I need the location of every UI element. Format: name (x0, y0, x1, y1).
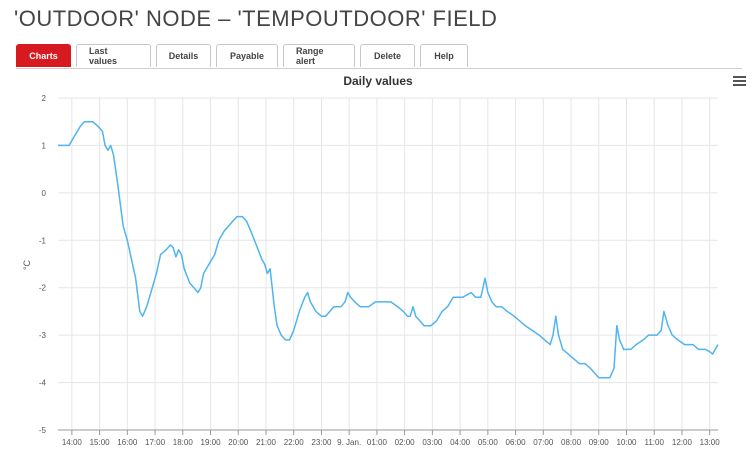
series-line (58, 120, 719, 379)
page-title: 'OUTDOOR' NODE – 'TEMPOUTDOOR' FIELD (14, 6, 498, 31)
hamburger-menu-icon[interactable] (733, 76, 746, 87)
x-tick-label: 17:00 (145, 438, 166, 447)
y-tick-label: -4 (39, 379, 47, 388)
tab-delete[interactable]: Delete (360, 44, 415, 67)
x-tick-label: 20:00 (228, 438, 249, 447)
tab-underline (16, 68, 742, 69)
x-tick-label: 13:00 (700, 438, 721, 447)
x-tick-label: 03:00 (422, 438, 443, 447)
x-tick-label: 06:00 (506, 438, 527, 447)
x-tick-label: 10:00 (616, 438, 637, 447)
x-tick-label: 12:00 (672, 438, 693, 447)
y-tick-label: -2 (39, 284, 47, 293)
x-tick-label: 04:00 (450, 438, 471, 447)
y-tick-label: -1 (39, 236, 47, 245)
x-tick-label: 14:00 (62, 438, 83, 447)
chart-axes: 2 1 0 -1 -2 -3 -4 -5 14:00 15:00 16:00 17:00 18:00 19… (39, 94, 720, 447)
tab-help[interactable]: Help (420, 44, 468, 67)
x-tick-label: 02:00 (395, 438, 416, 447)
tab-charts[interactable]: Charts (16, 44, 71, 67)
x-tick-label: 11:00 (644, 438, 664, 447)
x-tick-label: 05:00 (478, 438, 499, 447)
x-tick-label: 16:00 (117, 438, 138, 447)
x-tick-label: 07:00 (533, 438, 554, 447)
chart-grid (58, 97, 718, 431)
x-tick-label: 23:00 (311, 438, 332, 447)
y-axis-label: °C (22, 259, 32, 270)
tab-last-values[interactable]: Last values (76, 44, 151, 67)
x-tick-label: 22:00 (284, 438, 305, 447)
y-tick-label: 1 (42, 141, 47, 150)
tab-range-alert[interactable]: Range alert (283, 44, 355, 67)
tab-payable[interactable]: Payable (216, 44, 278, 67)
x-tick-label: 21:00 (256, 438, 277, 447)
x-tick-label: 09:00 (589, 438, 610, 447)
x-tick-label: 01:00 (367, 438, 388, 447)
y-tick-label: -3 (39, 331, 47, 340)
x-tick-label: 19:00 (201, 438, 222, 447)
tab-bar: Charts Last values Details Payable Range… (16, 44, 468, 67)
x-tick-label: 18:00 (173, 438, 194, 447)
x-tick-label: 15:00 (90, 438, 111, 447)
y-tick-label: 0 (42, 189, 47, 198)
tab-details[interactable]: Details (156, 44, 211, 67)
x-tick-label: 08:00 (561, 438, 582, 447)
chart-title: Daily values (343, 74, 413, 88)
x-tick-label: 9. Jan. (337, 438, 361, 447)
y-tick-label: 2 (42, 94, 47, 103)
y-tick-label: -5 (39, 426, 47, 435)
